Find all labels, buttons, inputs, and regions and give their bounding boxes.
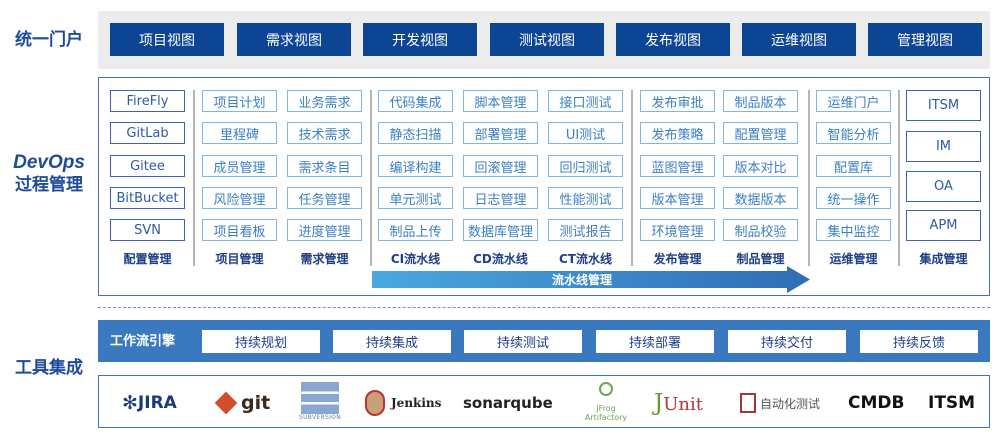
git-logo: git — [214, 390, 270, 416]
portal-view-button[interactable]: 发布视图 — [616, 23, 730, 56]
workflow-item[interactable]: 持续交付 — [728, 330, 846, 353]
workflow-item[interactable]: 持续集成 — [333, 330, 451, 353]
module-item[interactable]: 配置管理 — [723, 122, 798, 144]
workflow-item[interactable]: 持续测试 — [464, 330, 582, 353]
workflow-item[interactable]: 持续反馈 — [860, 330, 978, 353]
subversion-logo-text: Subversion — [299, 414, 341, 421]
module-item[interactable]: 技术需求 — [287, 122, 362, 144]
module-item[interactable]: IM — [906, 131, 981, 162]
module-item[interactable]: 单元测试 — [378, 187, 453, 209]
module-item[interactable]: 里程碑 — [202, 122, 277, 144]
cmdb-logo: CMDB — [848, 393, 905, 413]
module-item[interactable]: 脚本管理 — [463, 90, 538, 112]
column-label: CT流水线 — [559, 252, 612, 266]
module-item[interactable]: 业务需求 — [287, 90, 362, 112]
module-item[interactable]: 制品校验 — [723, 219, 798, 241]
module-item[interactable]: 环境管理 — [640, 219, 715, 241]
module-item[interactable]: 进度管理 — [287, 219, 362, 241]
junit-logo-text: JUnit — [654, 390, 703, 416]
portal-view-button[interactable]: 开发视图 — [363, 23, 477, 56]
module-item[interactable]: 回滚管理 — [463, 155, 538, 177]
tools-section-label: 工具集成 — [15, 358, 83, 378]
pipeline-label: 流水线管理 — [551, 273, 612, 287]
column-label: 需求管理 — [300, 252, 349, 266]
module-item[interactable]: 项目看板 — [202, 219, 277, 241]
jenkins-logo: Jenkins — [365, 390, 441, 416]
module-item[interactable]: Gitee — [110, 155, 185, 177]
devops-section-label: DevOps 过程管理 — [13, 152, 85, 195]
module-item[interactable]: 需求条目 — [287, 155, 362, 177]
itsm-logo: ITSM — [928, 393, 976, 413]
module-item[interactable]: 发布审批 — [640, 90, 715, 112]
module-item[interactable]: 智能分析 — [816, 122, 891, 144]
module-item[interactable]: 制品版本 — [723, 90, 798, 112]
module-item[interactable]: SVN — [110, 219, 185, 241]
module-item[interactable]: 版本对比 — [723, 155, 798, 177]
column-label: 发布管理 — [653, 252, 702, 266]
portal-view-button[interactable]: 运维视图 — [742, 23, 856, 56]
module-item[interactable]: 集中监控 — [816, 219, 891, 241]
column-label: 运维管理 — [829, 252, 878, 266]
module-item[interactable]: ITSM — [906, 90, 981, 121]
workflow-engine-label: 工作流引擎 — [110, 334, 176, 349]
module-item[interactable]: 任务管理 — [287, 187, 362, 209]
automated-testing-logo: 自动化测试 — [740, 390, 820, 416]
column-label: 集成管理 — [919, 252, 968, 266]
module-item[interactable]: 运维门户 — [816, 90, 891, 112]
module-item[interactable]: 配置库 — [816, 155, 891, 177]
module-item[interactable]: 项目计划 — [202, 90, 277, 112]
subversion-logo: Subversion — [298, 382, 342, 421]
jfrog-logo: JFrog Artifactory — [576, 382, 636, 422]
workflow-item[interactable]: 持续规划 — [202, 330, 320, 353]
module-item[interactable]: APM — [906, 210, 981, 241]
module-item[interactable]: 风险管理 — [202, 187, 277, 209]
module-item[interactable]: 测试报告 — [548, 219, 623, 241]
column-label: 项目管理 — [215, 252, 264, 266]
module-item[interactable]: 日志管理 — [463, 187, 538, 209]
divider — [98, 307, 990, 308]
column-divider — [193, 90, 195, 266]
module-item[interactable]: BitBucket — [110, 187, 185, 209]
jira-logo: ✻ JIRA — [122, 392, 177, 414]
portal-view-button[interactable]: 需求视图 — [237, 23, 351, 56]
column-divider — [898, 90, 900, 266]
module-item[interactable]: 统一操作 — [816, 187, 891, 209]
module-item[interactable]: 性能测试 — [548, 187, 623, 209]
module-item[interactable]: 部署管理 — [463, 122, 538, 144]
tools-panel — [98, 375, 990, 428]
module-item[interactable]: 数据版本 — [723, 187, 798, 209]
module-item[interactable]: GitLab — [110, 122, 185, 144]
devops-panel — [98, 77, 990, 296]
sonarqube-logo: sonarqube — [463, 394, 553, 412]
column-label: 配置管理 — [123, 252, 172, 266]
module-item[interactable]: 静态扫描 — [378, 122, 453, 144]
module-item[interactable]: UI测试 — [548, 122, 623, 144]
module-item[interactable]: 制品上传 — [378, 219, 453, 241]
workflow-item[interactable]: 持续部署 — [596, 330, 714, 353]
module-item[interactable]: 编译构建 — [378, 155, 453, 177]
module-item[interactable]: FireFly — [110, 90, 185, 112]
column-label: CI流水线 — [390, 252, 441, 266]
module-item[interactable]: 版本管理 — [640, 187, 715, 209]
module-item[interactable]: 代码集成 — [378, 90, 453, 112]
junit-logo: JUnit — [654, 390, 703, 416]
column-label: 制品管理 — [736, 252, 785, 266]
module-item[interactable]: 数据库管理 — [463, 219, 538, 241]
column-label: CD流水线 — [473, 252, 528, 266]
portal-view-button[interactable]: 项目视图 — [110, 23, 224, 56]
module-item[interactable]: OA — [906, 171, 981, 202]
pipeline-arrow — [372, 266, 810, 293]
column-divider — [370, 90, 372, 266]
column-divider — [808, 90, 810, 266]
column-divider — [631, 90, 633, 266]
portal-section-label: 统一门户 — [15, 30, 83, 50]
module-item[interactable]: 接口测试 — [548, 90, 623, 112]
module-item[interactable]: 蓝图管理 — [640, 155, 715, 177]
module-item[interactable]: 发布策略 — [640, 122, 715, 144]
portal-view-button[interactable]: 测试视图 — [490, 23, 604, 56]
portal-view-button[interactable]: 管理视图 — [868, 23, 982, 56]
module-item[interactable]: 回归测试 — [548, 155, 623, 177]
module-item[interactable]: 成员管理 — [202, 155, 277, 177]
